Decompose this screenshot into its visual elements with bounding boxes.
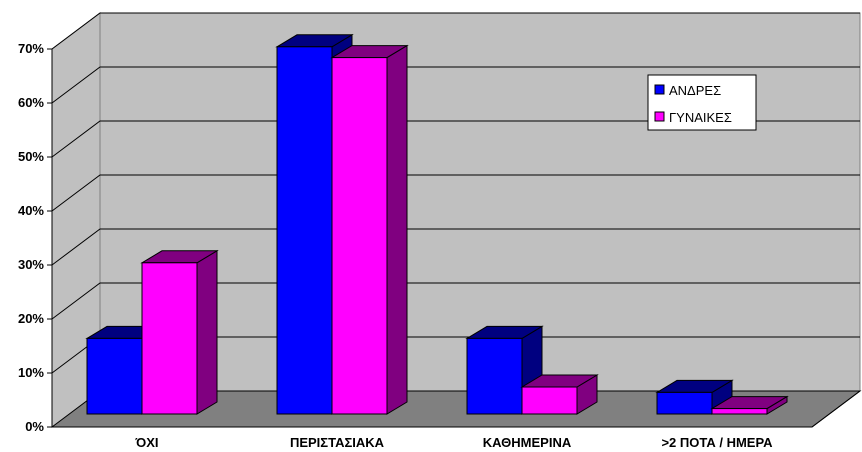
bar-ΓΥΝΑΙΚΕΣ-ΌΧΙ [140, 249, 219, 415]
gridline [51, 120, 860, 158]
gridline [51, 12, 860, 50]
bar-front [276, 46, 333, 415]
y-tick-label: 10% [18, 365, 44, 380]
gridline [51, 174, 860, 212]
y-tick-label: 50% [18, 149, 44, 164]
gridline [51, 66, 860, 104]
y-tick-label: 60% [18, 95, 44, 110]
bar-ΓΥΝΑΙΚΕΣ->2 ΠΟΤΑ / ΗΜΕΡΑ [710, 395, 789, 415]
y-tick-label: 70% [18, 41, 44, 56]
x-axis-categories: ΌΧΙ ΠΕΡΙΣΤΑΣΙΑΚΑ ΚΑΘΗΜΕΡΙΝΑ >2 ΠΟΤΑ / ΗΜΕΡΑ [134, 435, 773, 450]
bar-front [656, 391, 713, 415]
x-category-label: ΌΧΙ [134, 435, 158, 450]
bar-side [386, 44, 408, 415]
axes [51, 49, 861, 428]
bar-front [86, 337, 143, 415]
gridline [51, 282, 860, 320]
legend-label-andres: ΑΝΔΡΕΣ [669, 83, 721, 98]
floor-right-edge [811, 390, 861, 428]
x-category-label: ΠΕΡΙΣΤΑΣΙΑΚΑ [290, 435, 385, 450]
legend-swatch-gynaikes [654, 111, 665, 122]
gridline [51, 228, 860, 266]
bar-front [141, 262, 198, 415]
bar-front [466, 337, 523, 415]
bar-front [331, 57, 388, 415]
legend: ΑΝΔΡΕΣ ΓΥΝΑΙΚΕΣ [647, 74, 757, 131]
bar-ΓΥΝΑΙΚΕΣ-ΠΕΡΙΣΤΑΣΙΑΚΑ [330, 44, 409, 415]
bar-front [711, 408, 768, 415]
y-tick-label: 30% [18, 257, 44, 272]
legend-label-gynaikes: ΓΥΝΑΙΚΕΣ [669, 110, 732, 125]
y-tick-label: 0% [25, 419, 44, 434]
y-tick-label: 20% [18, 311, 44, 326]
bars [85, 33, 789, 415]
legend-box [647, 74, 757, 131]
bar-front [521, 386, 578, 415]
x-category-label: >2 ΠΟΤΑ / ΗΜΕΡΑ [661, 435, 773, 450]
y-tick-label: 40% [18, 203, 44, 218]
bar-side [196, 249, 218, 415]
x-category-label: ΚΑΘΗΜΕΡΙΝΑ [483, 435, 572, 450]
legend-swatch-andres [654, 84, 665, 95]
bar-ΓΥΝΑΙΚΕΣ-ΚΑΘΗΜΕΡΙΝΑ [520, 374, 599, 415]
y-axis-ticks: 0% 10% 20% 30% 40% 50% 60% 70% [18, 41, 52, 434]
